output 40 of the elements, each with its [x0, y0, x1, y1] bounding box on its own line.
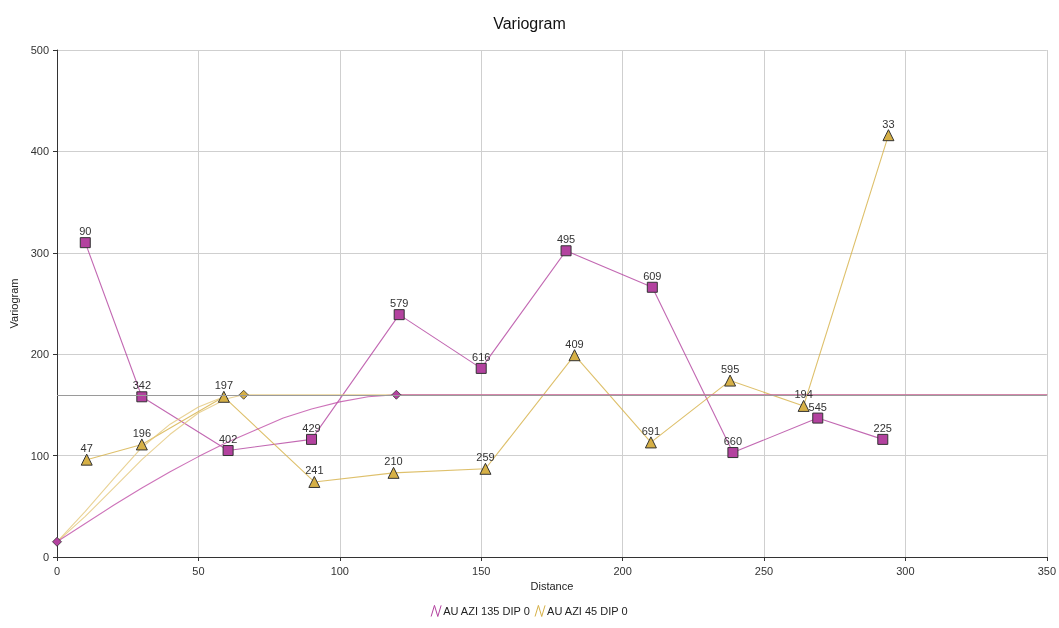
x-tick-label: 200	[613, 564, 632, 577]
y-tick-label: 500	[30, 44, 49, 56]
annotation: 429	[302, 421, 321, 434]
annotation: 609	[643, 269, 662, 282]
annotation: 225	[873, 421, 892, 434]
annotation: 90	[79, 225, 92, 238]
x-tick-label: 100	[330, 564, 349, 577]
annotation: 495	[556, 233, 576, 246]
y-axis-title: Variogram	[8, 278, 21, 329]
annotation: 259	[476, 451, 495, 464]
annotation: 402	[218, 433, 238, 446]
annotation: 691	[641, 424, 661, 437]
x-axis-title: Distance	[530, 580, 574, 593]
annotation: 579	[390, 297, 409, 310]
annotation: 210	[384, 455, 403, 468]
annotation: 660	[723, 435, 743, 448]
x-tick-label: 300	[896, 564, 915, 577]
annotation: 47	[80, 442, 93, 455]
x-tick-label: 250	[754, 564, 774, 577]
annotation: 545	[808, 400, 827, 413]
legend-label: AU AZI 45 DIP 0	[547, 604, 628, 617]
legend-label: AU AZI 135 DIP 0	[443, 604, 530, 617]
y-tick-label: 300	[30, 246, 49, 259]
annotation: 33	[882, 117, 895, 130]
y-tick-label: 0	[42, 551, 49, 563]
x-tick-label: 150	[472, 564, 491, 577]
annotation: 342	[132, 379, 152, 392]
annotation: 409	[565, 337, 584, 350]
y-tick-label: 400	[30, 145, 49, 158]
y-tick-label: 100	[30, 449, 49, 462]
annotation: 241	[305, 464, 324, 477]
annotation: 616	[472, 350, 491, 363]
x-tick-label: 0	[53, 564, 61, 577]
annotation: 197	[214, 379, 234, 392]
annotation: 595	[720, 363, 740, 376]
y-tick-label: 200	[30, 348, 49, 361]
chart-title: Variogram	[493, 14, 566, 32]
annotation: 196	[132, 426, 152, 439]
x-tick-label: 50	[192, 564, 205, 577]
x-tick-label: 350	[1037, 564, 1056, 577]
